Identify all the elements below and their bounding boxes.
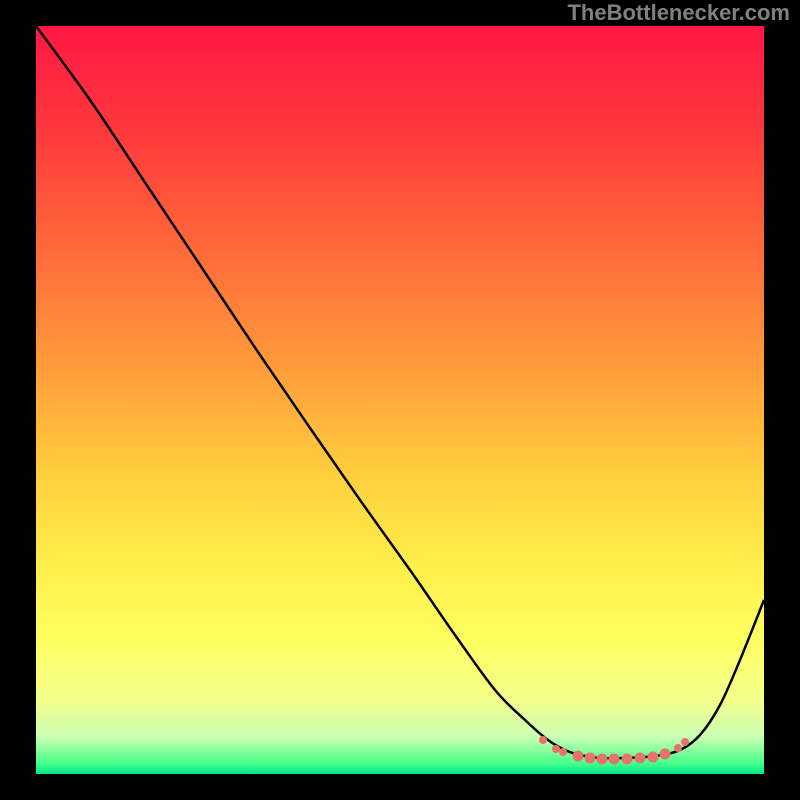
- marker-dot: [681, 738, 689, 746]
- marker-dot: [674, 744, 682, 752]
- marker-dot: [648, 752, 659, 763]
- bottleneck-chart: [0, 0, 800, 800]
- watermark-label: TheBottlenecker.com: [567, 0, 790, 26]
- marker-dot: [539, 736, 547, 744]
- plot-background: [36, 26, 764, 774]
- marker-dot: [609, 754, 620, 765]
- marker-dot: [622, 754, 633, 765]
- marker-dot: [635, 753, 646, 764]
- chart-container: TheBottlenecker.com: [0, 0, 800, 800]
- marker-dot: [585, 753, 596, 764]
- marker-dot: [660, 749, 671, 760]
- marker-dot: [559, 748, 567, 756]
- marker-dot: [573, 751, 584, 762]
- marker-dot: [552, 745, 560, 753]
- marker-dot: [597, 754, 608, 765]
